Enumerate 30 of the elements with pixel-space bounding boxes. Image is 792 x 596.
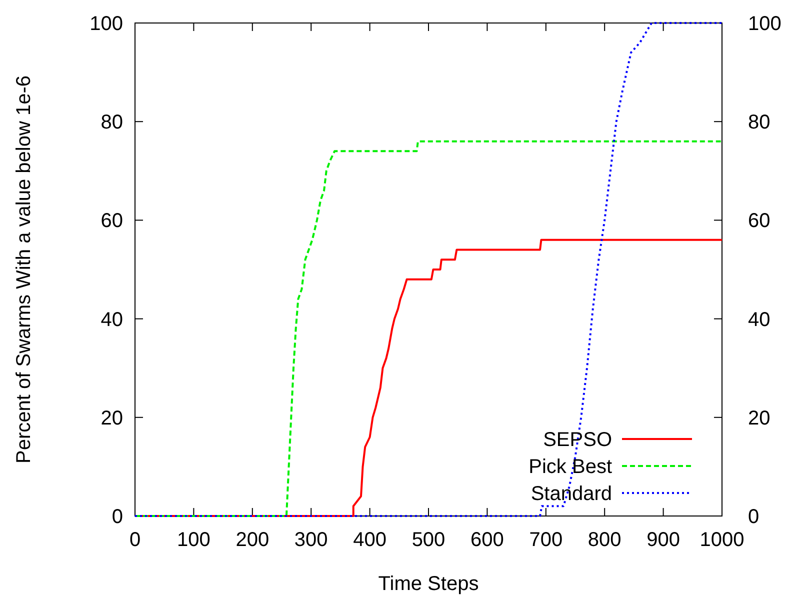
x-tick-label: 900 — [646, 529, 680, 551]
y2-tick-label: 100 — [748, 13, 782, 35]
legend-label: Pick Best — [528, 456, 612, 478]
y-tick-label: 60 — [100, 210, 123, 232]
legend-label: SEPSO — [543, 429, 612, 451]
y2-tick-label: 80 — [748, 112, 770, 134]
y2-tick-label: 40 — [748, 308, 770, 331]
y2-tick-label: 0 — [748, 506, 760, 528]
x-tick-label: 200 — [236, 529, 270, 551]
y2-tick-label: 60 — [748, 210, 770, 232]
x-tick-label: 700 — [529, 529, 563, 551]
y-tick-label: 100 — [90, 13, 123, 35]
y2-tick-label: 20 — [748, 407, 770, 430]
x-tick-label: 600 — [470, 529, 504, 551]
line-series — [134, 140, 723, 517]
x-tick-label: 400 — [353, 529, 386, 551]
x-tick-label: 100 — [177, 529, 210, 551]
y-tick-label: 0 — [112, 506, 123, 528]
x-tick-label: 500 — [412, 529, 446, 551]
x-tick-label: 800 — [588, 529, 622, 551]
y-tick-label: 40 — [100, 308, 123, 331]
x-tick-label: 1000 — [700, 529, 744, 551]
legend-label: Standard — [530, 483, 612, 505]
line-series — [134, 22, 723, 517]
y-tick-label: 80 — [100, 112, 123, 134]
x-tick-label: 300 — [294, 529, 328, 551]
x-axis-title: Time Steps — [378, 573, 479, 595]
y-axis-title: Percent of Swarms With a value below 1e-6 — [13, 76, 35, 464]
x-tick-label: 0 — [129, 529, 141, 551]
y-tick-label: 20 — [100, 407, 123, 430]
